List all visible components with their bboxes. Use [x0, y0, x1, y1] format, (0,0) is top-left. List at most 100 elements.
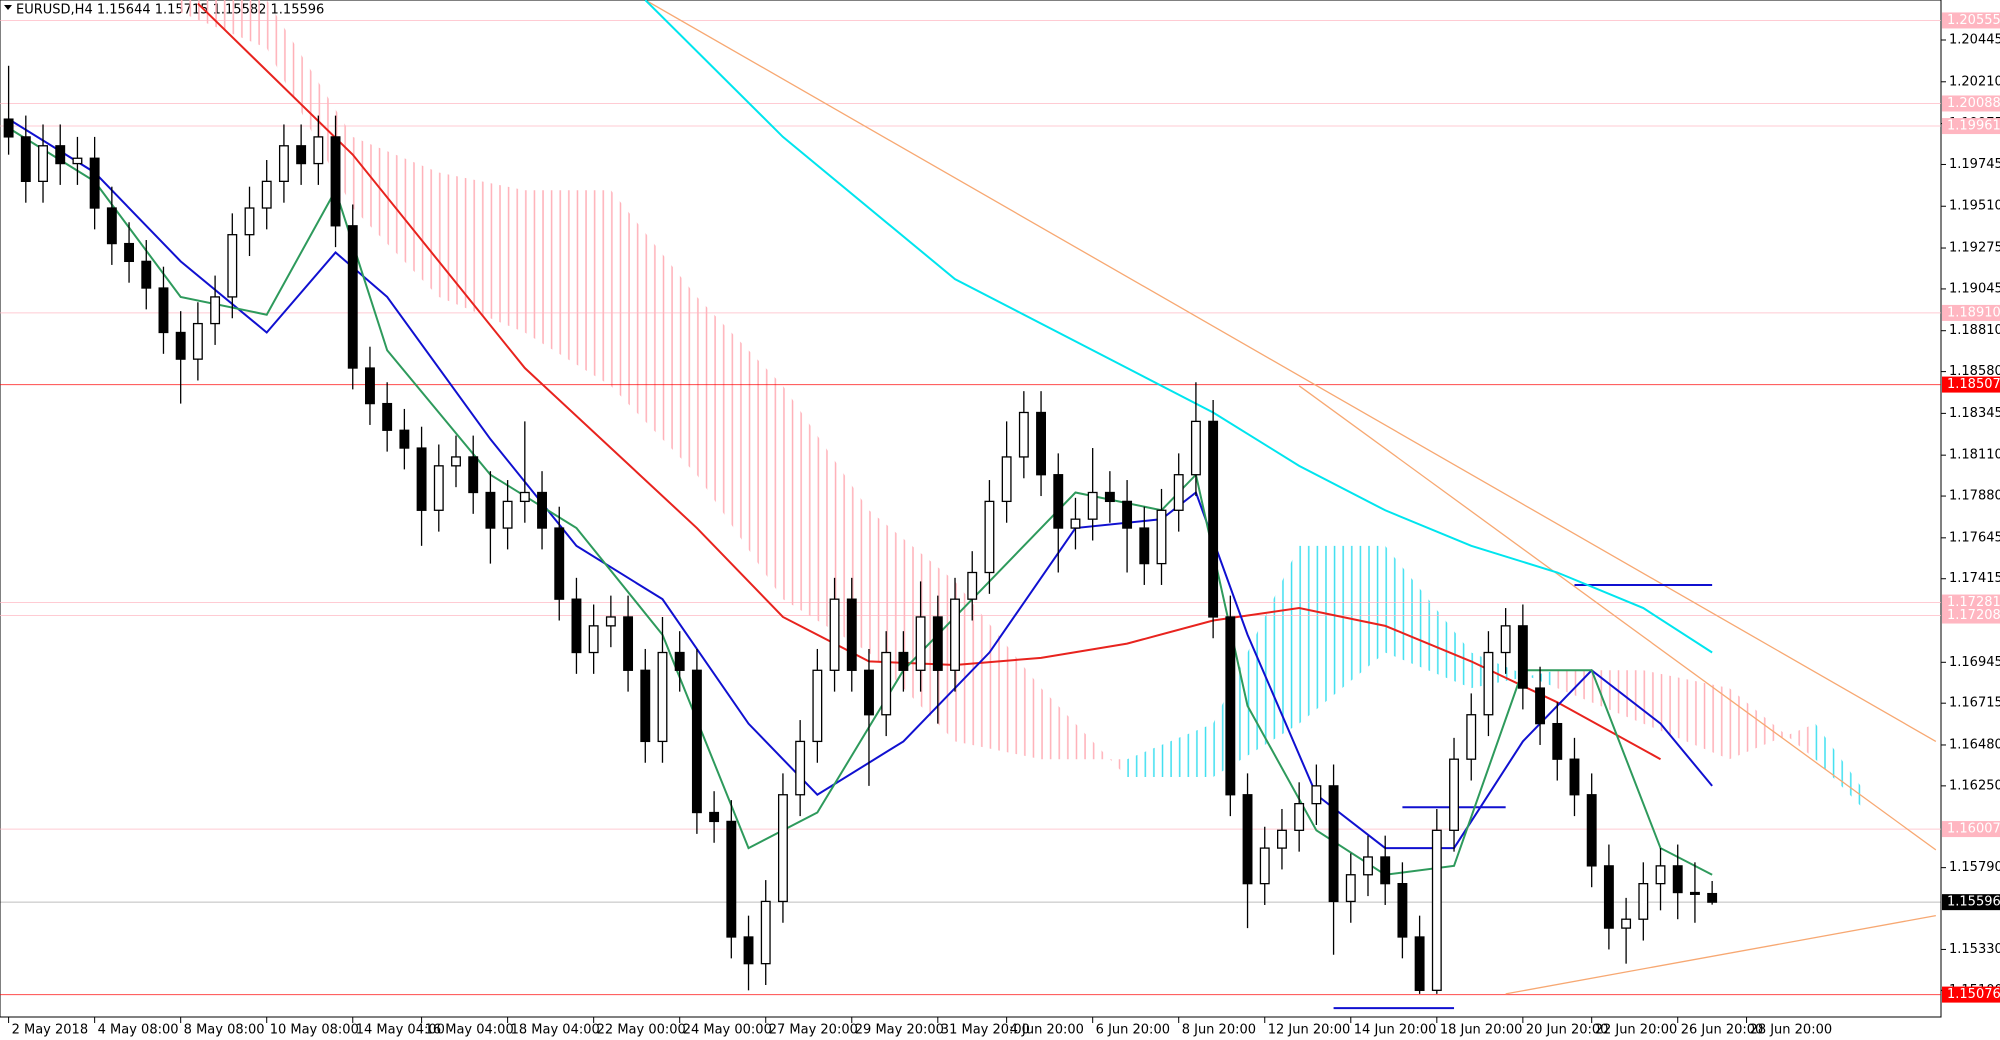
x-tick-label: 8 May 08:00 [184, 1023, 265, 1038]
x-tick-label: 27 May 20:00 [769, 1023, 858, 1038]
x-tick-label: 29 May 20:00 [855, 1023, 944, 1038]
candle-body [468, 456, 479, 494]
x-tick-label: 24 May 00:00 [683, 1023, 772, 1038]
price-level-tag [1942, 376, 2000, 393]
candle-body [175, 331, 186, 360]
candle-body [691, 669, 702, 814]
menu-triangle[interactable] [4, 5, 12, 10]
candle-body [640, 669, 651, 743]
cloud-segment [438, 172, 525, 333]
x-tick-label: 6 Jun 20:00 [1096, 1023, 1170, 1038]
candle-body [1053, 474, 1064, 529]
candle-body [313, 136, 324, 165]
x-tick-label: 22 Jun 20:00 [1595, 1023, 1678, 1038]
candle-body [1242, 794, 1253, 885]
candle-body [3, 118, 14, 138]
candle-body [278, 145, 289, 183]
candle-body [1139, 527, 1150, 565]
candle-body [1070, 518, 1081, 529]
candle-body [846, 598, 857, 671]
plot-frame [0, 0, 1942, 1018]
x-tick-label: 12 Jun 20:00 [1268, 1023, 1351, 1038]
candle-body [141, 260, 152, 289]
candle-body [1655, 865, 1666, 885]
candle-body [1036, 411, 1047, 476]
candle-body [365, 367, 375, 405]
y-tick-label: 1.18580 [1949, 364, 2000, 379]
cloud-segment [1299, 545, 1386, 724]
cloud-segment [782, 385, 869, 653]
y-tick-label: 1.16945 [1949, 655, 2000, 670]
candle-body [1104, 491, 1115, 503]
cloud-segment [352, 136, 439, 297]
price-level-label: 1.15596 [1947, 895, 2000, 910]
candle-body [20, 136, 31, 183]
candle-body [1345, 874, 1356, 903]
x-tick-label: 4 May 08:00 [98, 1023, 179, 1038]
x-tick-label: 4 Jun 20:00 [1010, 1023, 1084, 1038]
price-level-tag [1942, 894, 2000, 911]
candle-body [227, 234, 238, 298]
trend-line [1298, 385, 1937, 851]
candle-body [1363, 856, 1373, 876]
candle-body [55, 145, 66, 165]
candle-body [743, 936, 754, 965]
candle-body [726, 820, 737, 938]
x-tick-label: 26 Jun 20:00 [1681, 1023, 1764, 1038]
candle-body [1225, 616, 1236, 796]
candle-body [881, 651, 892, 716]
candle-body [1001, 456, 1012, 503]
cloud-segment [1127, 723, 1214, 777]
x-tick-label: 18 May 04:00 [511, 1023, 600, 1038]
candle-body [1277, 829, 1287, 849]
candle-body [1586, 794, 1597, 867]
y-tick-label: 1.15330 [1949, 942, 2000, 957]
candle-body [777, 794, 788, 903]
candle-body [1259, 847, 1270, 885]
price-level-tag [1942, 95, 2000, 112]
candle-body [1483, 651, 1494, 716]
price-level-tag [1942, 986, 2000, 1003]
candle-body [1018, 411, 1029, 458]
x-tick-label: 14 May 04:00 [356, 1023, 445, 1038]
y-tick-label: 1.15790 [1949, 860, 2000, 875]
candle-body [451, 456, 461, 467]
candle-body [915, 616, 926, 671]
candle-body [1294, 802, 1305, 831]
x-tick-label: 18 Jun 20:00 [1440, 1023, 1523, 1038]
candle-body [657, 651, 668, 743]
cloud-segment [180, 0, 267, 49]
candle-body [261, 180, 272, 209]
candle-body [1638, 883, 1649, 920]
x-tick-label: 2 May 2018 [12, 1023, 89, 1038]
candle-body [1328, 785, 1339, 903]
candle-body [605, 616, 616, 627]
candle-body [158, 287, 169, 334]
candle-body [1621, 918, 1632, 929]
candle-body [296, 145, 307, 165]
candle-body [89, 157, 100, 209]
candle-body [1087, 491, 1098, 520]
candle-body [210, 296, 221, 325]
candle-body [1122, 500, 1133, 529]
moving-average [8, 127, 1713, 876]
price-level-tag [1942, 12, 2000, 29]
candle-body [38, 145, 48, 183]
price-level-label: 1.20088 [1947, 96, 2000, 111]
candle-body [1311, 785, 1322, 805]
candle-body [1707, 892, 1718, 903]
candle-body [519, 491, 530, 503]
candle-body [967, 571, 978, 600]
y-tick-label: 1.16715 [1949, 696, 2000, 711]
candle-body [674, 651, 685, 671]
price-level-label: 1.20555 [1947, 13, 2000, 28]
candle-body [1156, 509, 1167, 565]
candle-body [399, 429, 410, 449]
candle-body [1208, 420, 1219, 618]
price-level-label: 1.17281 [1947, 595, 2000, 610]
candle-body [330, 136, 341, 227]
candle-body [106, 207, 117, 245]
trend-line [644, 0, 1937, 742]
